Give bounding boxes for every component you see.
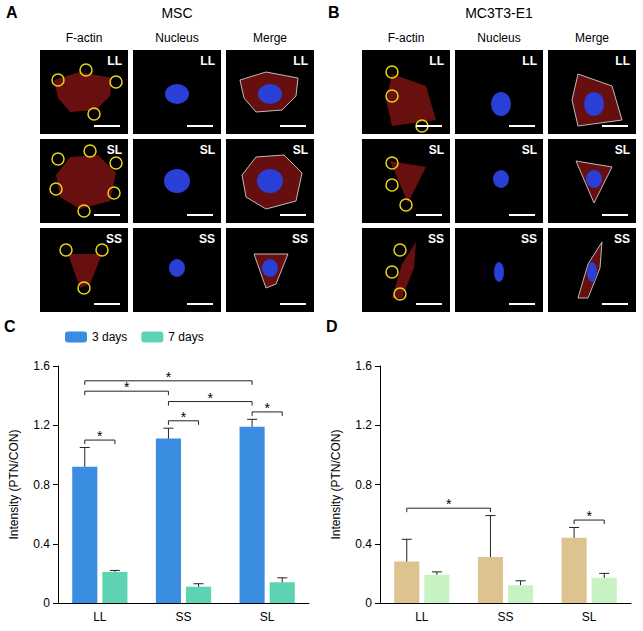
- svg-text:MC3T3-E1: MC3T3-E1: [465, 5, 533, 21]
- svg-text:MSC: MSC: [161, 5, 192, 21]
- svg-text:LL: LL: [615, 54, 630, 68]
- svg-text:Merge: Merge: [575, 31, 609, 45]
- svg-text:Merge: Merge: [253, 31, 287, 45]
- svg-text:LL: LL: [93, 610, 107, 624]
- svg-text:SL: SL: [615, 143, 630, 157]
- svg-text:*: *: [181, 409, 187, 425]
- svg-text:SL: SL: [522, 143, 537, 157]
- svg-text:3 days: 3 days: [92, 330, 127, 344]
- svg-text:SL: SL: [429, 143, 444, 157]
- svg-text:LL: LL: [429, 54, 444, 68]
- svg-text:SS: SS: [175, 610, 191, 624]
- svg-text:D: D: [326, 318, 338, 335]
- svg-text:Intensity (PTN/CON): Intensity (PTN/CON): [329, 429, 343, 539]
- svg-text:SL: SL: [107, 143, 122, 157]
- svg-text:*: *: [208, 390, 214, 406]
- svg-text:0: 0: [365, 596, 372, 610]
- svg-text:0: 0: [43, 596, 50, 610]
- svg-text:1.2: 1.2: [355, 418, 372, 432]
- svg-text:1.2: 1.2: [33, 418, 50, 432]
- svg-text:SL: SL: [260, 610, 275, 624]
- svg-text:*: *: [446, 496, 452, 512]
- svg-text:LL: LL: [522, 54, 537, 68]
- svg-text:0.8: 0.8: [355, 478, 372, 492]
- svg-text:SS: SS: [199, 232, 215, 246]
- svg-text:1.6: 1.6: [33, 359, 50, 373]
- svg-text:0.4: 0.4: [33, 537, 50, 551]
- svg-text:0.4: 0.4: [355, 537, 372, 551]
- svg-text:SS: SS: [521, 232, 537, 246]
- svg-text:LL: LL: [107, 54, 122, 68]
- svg-text:*: *: [124, 379, 130, 395]
- svg-text:0.8: 0.8: [33, 478, 50, 492]
- svg-text:7 days: 7 days: [168, 330, 203, 344]
- svg-text:Nucleus: Nucleus: [155, 31, 198, 45]
- svg-text:F-actin: F-actin: [66, 31, 103, 45]
- svg-text:SL: SL: [293, 143, 308, 157]
- svg-text:C: C: [4, 318, 16, 335]
- svg-text:LL: LL: [200, 54, 215, 68]
- svg-text:LL: LL: [293, 54, 308, 68]
- svg-text:*: *: [264, 400, 270, 416]
- svg-text:LL: LL: [415, 610, 429, 624]
- svg-text:*: *: [97, 428, 103, 444]
- svg-text:F-actin: F-actin: [388, 31, 425, 45]
- svg-text:SL: SL: [200, 143, 215, 157]
- svg-text:Nucleus: Nucleus: [477, 31, 520, 45]
- svg-text:SS: SS: [106, 232, 122, 246]
- svg-text:SL: SL: [582, 610, 597, 624]
- svg-text:*: *: [166, 369, 172, 385]
- svg-text:SS: SS: [292, 232, 308, 246]
- svg-text:SS: SS: [497, 610, 513, 624]
- svg-text:A: A: [6, 4, 18, 21]
- svg-text:Intensity (PTN/CON): Intensity (PTN/CON): [7, 429, 21, 539]
- svg-text:B: B: [328, 4, 340, 21]
- svg-text:1.6: 1.6: [355, 359, 372, 373]
- svg-text:*: *: [586, 508, 592, 524]
- svg-text:SS: SS: [614, 232, 630, 246]
- svg-text:SS: SS: [428, 232, 444, 246]
